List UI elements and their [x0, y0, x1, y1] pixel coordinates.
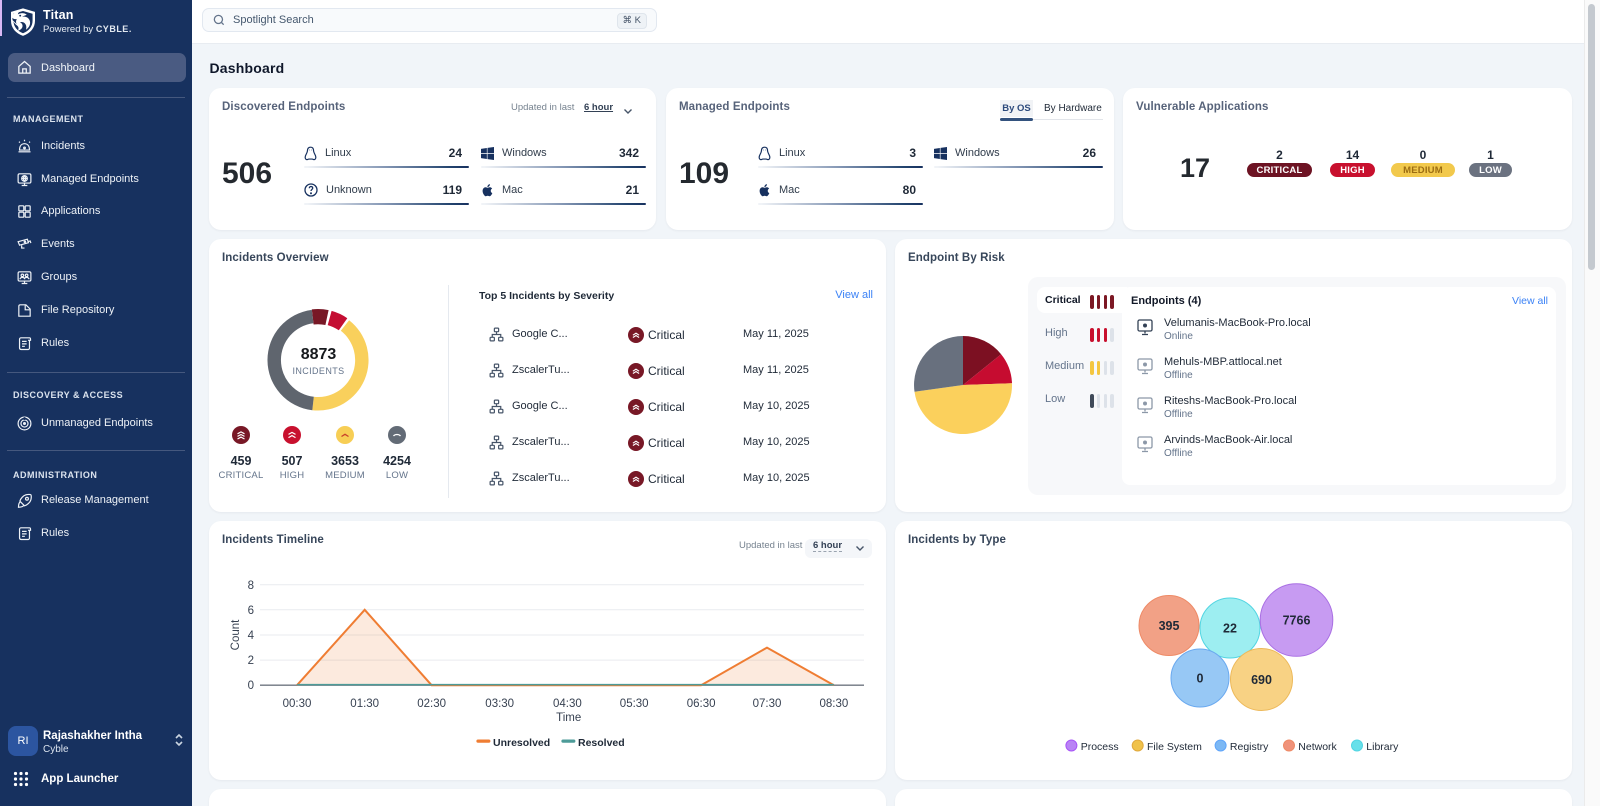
svg-text:22: 22 — [1223, 622, 1237, 636]
svg-text:08:30: 08:30 — [820, 698, 849, 710]
svg-text:05:30: 05:30 — [620, 698, 649, 710]
svg-text:2: 2 — [248, 655, 254, 667]
svg-text:04:30: 04:30 — [553, 698, 582, 710]
svg-text:06:30: 06:30 — [687, 698, 716, 710]
svg-text:Process: Process — [1081, 741, 1119, 753]
svg-text:8: 8 — [248, 580, 254, 592]
svg-text:Time: Time — [556, 712, 581, 724]
svg-text:01:30: 01:30 — [350, 698, 379, 710]
svg-text:00:30: 00:30 — [283, 698, 312, 710]
svg-text:02:30: 02:30 — [417, 698, 446, 710]
svg-text:07:30: 07:30 — [753, 698, 782, 710]
svg-text:Registry: Registry — [1230, 741, 1269, 753]
svg-text:Resolved: Resolved — [578, 737, 625, 749]
svg-text:6: 6 — [248, 605, 254, 617]
svg-text:Unresolved: Unresolved — [493, 737, 550, 749]
svg-text:Network: Network — [1298, 741, 1337, 753]
svg-text:4: 4 — [248, 630, 255, 642]
svg-text:Count: Count — [230, 619, 242, 650]
svg-text:7766: 7766 — [1283, 614, 1311, 628]
svg-text:0: 0 — [1197, 672, 1204, 686]
svg-text:690: 690 — [1251, 673, 1272, 687]
svg-text:File System: File System — [1147, 741, 1202, 753]
svg-text:Library: Library — [1366, 741, 1399, 753]
svg-text:03:30: 03:30 — [485, 698, 514, 710]
svg-text:395: 395 — [1159, 619, 1180, 633]
svg-text:0: 0 — [248, 680, 254, 692]
